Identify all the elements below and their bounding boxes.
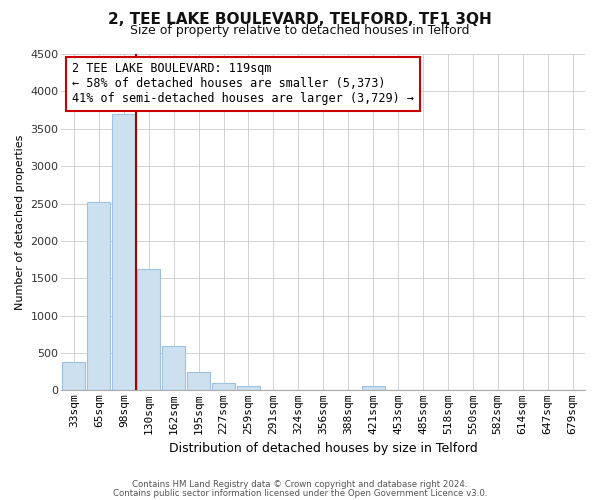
Text: 2, TEE LAKE BOULEVARD, TELFORD, TF1 3QH: 2, TEE LAKE BOULEVARD, TELFORD, TF1 3QH [108, 12, 492, 28]
Text: 2 TEE LAKE BOULEVARD: 119sqm
← 58% of detached houses are smaller (5,373)
41% of: 2 TEE LAKE BOULEVARD: 119sqm ← 58% of de… [72, 62, 414, 106]
Bar [187, 372, 210, 390]
Bar [212, 383, 235, 390]
Bar [88, 202, 110, 390]
Bar [62, 362, 85, 390]
Bar [362, 386, 385, 390]
Text: Contains HM Land Registry data © Crown copyright and database right 2024.: Contains HM Land Registry data © Crown c… [132, 480, 468, 489]
Bar [162, 346, 185, 391]
Bar [112, 114, 135, 390]
Y-axis label: Number of detached properties: Number of detached properties [15, 134, 25, 310]
Text: Size of property relative to detached houses in Telford: Size of property relative to detached ho… [130, 24, 470, 37]
Bar [237, 386, 260, 390]
X-axis label: Distribution of detached houses by size in Telford: Distribution of detached houses by size … [169, 442, 478, 455]
Bar [137, 268, 160, 390]
Text: Contains public sector information licensed under the Open Government Licence v3: Contains public sector information licen… [113, 488, 487, 498]
